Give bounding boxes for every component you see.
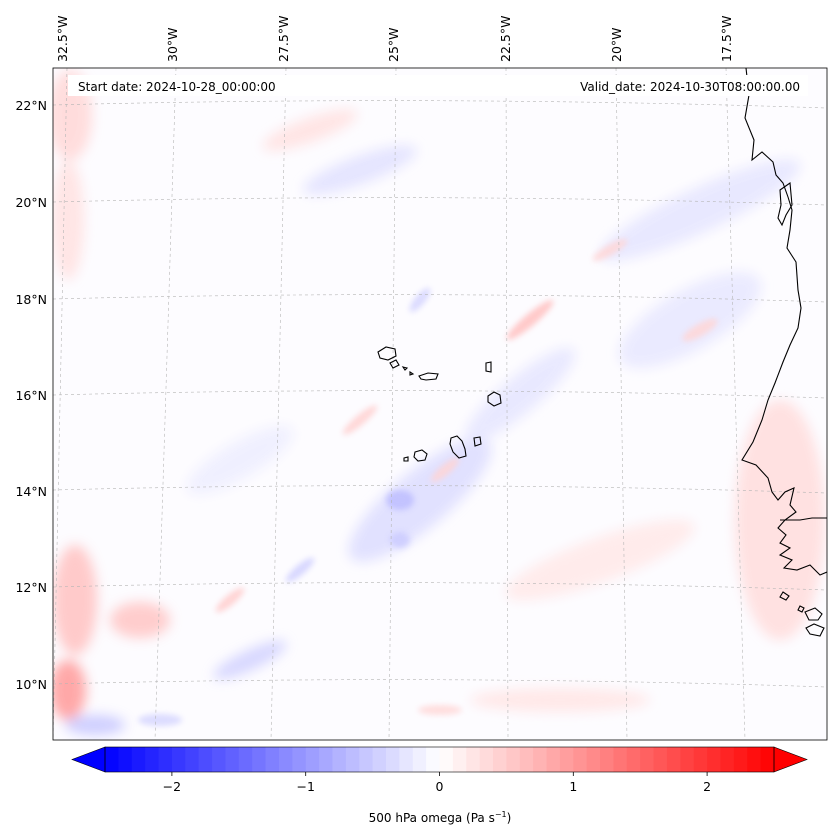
map-panel: Start date: 2024-10-28_00:00:00 Valid_da… bbox=[52, 67, 828, 741]
colorbar-ticks: −2 −1 0 1 2 bbox=[163, 772, 711, 794]
colorbar-tick-label: 2 bbox=[703, 779, 711, 794]
colorbar-segments bbox=[105, 747, 775, 772]
colorbar-segment bbox=[385, 747, 400, 772]
map-background bbox=[53, 68, 827, 740]
lat-label: 14°N bbox=[15, 484, 47, 499]
colorbar-segment bbox=[640, 747, 655, 772]
island-maio bbox=[473, 436, 482, 447]
lon-label: 32.5°W bbox=[55, 16, 70, 62]
colorbar-segment bbox=[600, 747, 615, 772]
colorbar-segment bbox=[479, 747, 494, 772]
colorbar-segment bbox=[680, 747, 695, 772]
lat-label: 20°N bbox=[15, 195, 47, 210]
lat-label: 18°N bbox=[15, 292, 47, 307]
colorbar-extend-min bbox=[71, 746, 106, 773]
colorbar-segment bbox=[439, 747, 454, 772]
colorbar-segment bbox=[225, 747, 240, 772]
colorbar-segment bbox=[559, 747, 574, 772]
date-banner bbox=[68, 75, 808, 96]
colorbar-segment bbox=[158, 747, 173, 772]
colorbar-extend-max bbox=[773, 746, 808, 773]
colorbar-segment bbox=[252, 747, 267, 772]
colorbar-segment bbox=[506, 747, 521, 772]
colorbar-label: 500 hPa omega (Pa s−1) bbox=[369, 810, 512, 825]
colorbar-segment bbox=[747, 747, 762, 772]
colorbar-segment bbox=[546, 747, 561, 772]
colorbar-segment bbox=[372, 747, 387, 772]
graticule bbox=[53, 68, 827, 740]
colorbar-segment bbox=[666, 747, 681, 772]
colorbar-segment bbox=[212, 747, 227, 772]
valid-date-label: Valid_date: 2024-10-30T08:00:00.00 bbox=[580, 80, 800, 94]
lon-label: 17.5°W bbox=[719, 16, 734, 62]
cabo-verde-islands bbox=[377, 346, 502, 462]
colorbar-segment bbox=[519, 747, 534, 772]
lon-label: 30°W bbox=[165, 27, 180, 62]
island-brava bbox=[403, 456, 409, 462]
lon-label: 22.5°W bbox=[498, 16, 513, 62]
lon-label: 27.5°W bbox=[276, 16, 291, 62]
colorbar-segment bbox=[693, 747, 708, 772]
island-santiago bbox=[449, 435, 467, 459]
colorbar-segment bbox=[105, 747, 119, 772]
island-boa-vista bbox=[487, 391, 502, 407]
colorbar-segment bbox=[466, 747, 481, 772]
longitude-labels: 32.5°W 30°W 27.5°W 25°W 22.5°W 20°W 17.5… bbox=[55, 16, 734, 62]
lat-label: 10°N bbox=[15, 677, 47, 692]
island-sao-nicolau bbox=[418, 372, 439, 381]
colorbar-segment bbox=[278, 747, 293, 772]
latitude-labels: 22°N 20°N 18°N 16°N 14°N 12°N 10°N bbox=[15, 98, 47, 692]
colorbar-segment bbox=[613, 747, 628, 772]
colorbar-tick-label: −1 bbox=[296, 779, 314, 794]
colorbar-segment bbox=[586, 747, 601, 772]
colorbar-tick-label: −2 bbox=[163, 779, 181, 794]
colorbar-segment bbox=[573, 747, 588, 772]
colorbar-segment bbox=[319, 747, 334, 772]
island-sal bbox=[485, 361, 492, 373]
coastline-africa bbox=[741, 68, 827, 637]
colorbar-segment bbox=[185, 747, 200, 772]
colorbar-segment bbox=[412, 747, 427, 772]
colorbar: −2 −1 0 1 2 500 hPa omega (Pa s−1) bbox=[71, 746, 808, 825]
omega-field bbox=[53, 70, 825, 735]
colorbar-tick-label: 0 bbox=[436, 779, 444, 794]
island-santa-luzia bbox=[401, 366, 409, 371]
colorbar-segment bbox=[332, 747, 347, 772]
lat-label: 22°N bbox=[15, 98, 47, 113]
colorbar-segment bbox=[265, 747, 280, 772]
colorbar-segment bbox=[426, 747, 441, 772]
colorbar-segment bbox=[305, 747, 320, 772]
colorbar-segment bbox=[171, 747, 186, 772]
island-fogo bbox=[413, 449, 428, 462]
colorbar-segment bbox=[653, 747, 668, 772]
start-date-label: Start date: 2024-10-28_00:00:00 bbox=[78, 80, 276, 94]
lat-label: 12°N bbox=[15, 580, 47, 595]
lon-label: 20°W bbox=[609, 27, 624, 62]
island-islet bbox=[409, 370, 415, 376]
colorbar-segment bbox=[399, 747, 414, 772]
colorbar-segment bbox=[707, 747, 722, 772]
map-frame bbox=[52, 67, 828, 741]
colorbar-segment bbox=[292, 747, 307, 772]
island-santo-antao bbox=[377, 346, 397, 361]
colorbar-segment bbox=[493, 747, 507, 772]
colorbar-tick-label: 1 bbox=[569, 779, 577, 794]
colorbar-segment bbox=[626, 747, 641, 772]
lat-label: 16°N bbox=[15, 388, 47, 403]
colorbar-segment bbox=[198, 747, 213, 772]
island-sao-vicente bbox=[389, 359, 400, 369]
colorbar-segment bbox=[359, 747, 374, 772]
colorbar-segment bbox=[145, 747, 160, 772]
colorbar-segment bbox=[345, 747, 360, 772]
colorbar-segment bbox=[733, 747, 748, 772]
colorbar-segment bbox=[118, 747, 133, 772]
colorbar-segment bbox=[533, 747, 548, 772]
colorbar-segment bbox=[238, 747, 253, 772]
colorbar-segment bbox=[452, 747, 467, 772]
colorbar-segment bbox=[720, 747, 735, 772]
colorbar-segment bbox=[760, 747, 775, 772]
colorbar-segment bbox=[131, 747, 146, 772]
lon-label: 25°W bbox=[386, 27, 401, 62]
